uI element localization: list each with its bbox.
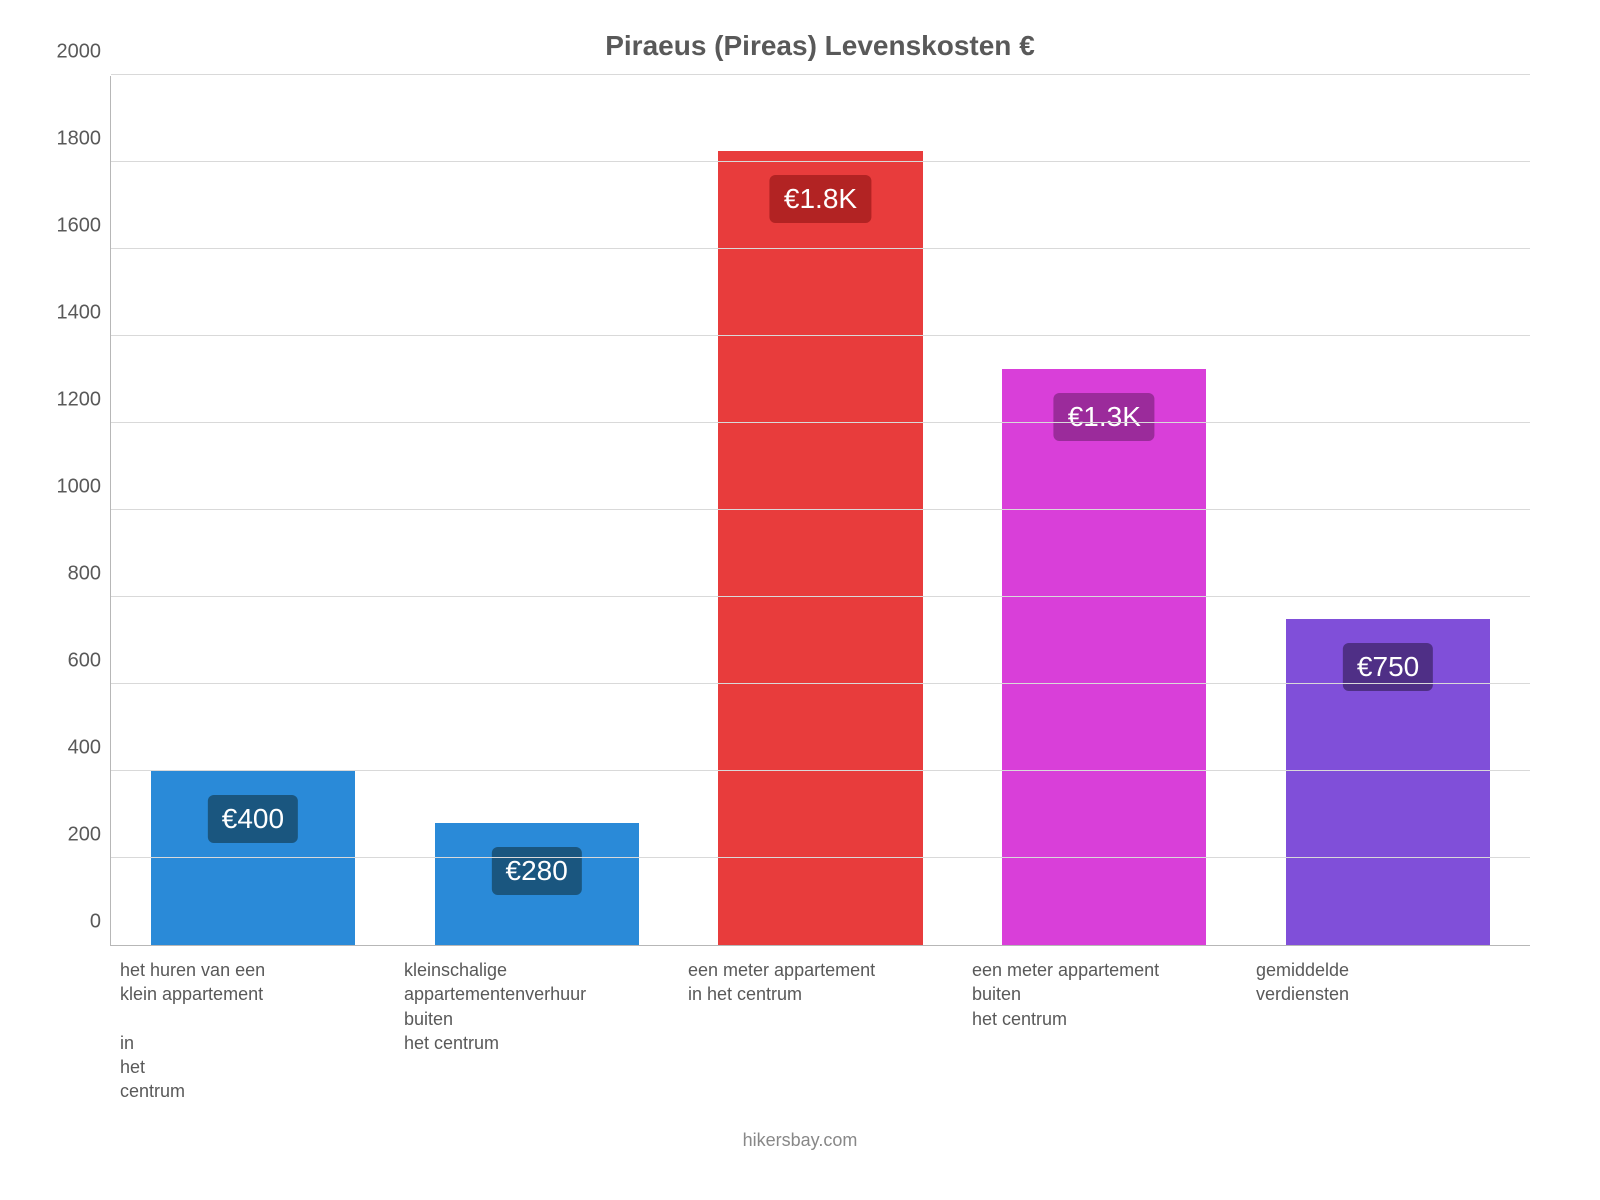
bar: €750 xyxy=(1286,619,1490,945)
x-axis-labels: het huren van eenklein appartement inhet… xyxy=(110,958,1530,1104)
x-label: kleinschaligeappartementenverhuurbuitenh… xyxy=(394,958,678,1055)
x-label: het huren van eenklein appartement inhet… xyxy=(110,958,394,1104)
y-tick-label: 200 xyxy=(68,824,101,847)
bar: €1.3K xyxy=(1002,369,1206,945)
gridline xyxy=(111,770,1530,771)
bar: €1.8K xyxy=(718,151,922,945)
value-badge: €1.3K xyxy=(1054,393,1155,441)
gridline xyxy=(111,248,1530,249)
y-tick-label: 1200 xyxy=(57,389,102,412)
bar: €400 xyxy=(151,771,355,945)
bar-slot: €750 xyxy=(1246,76,1530,945)
gridline xyxy=(111,857,1530,858)
value-badge: €400 xyxy=(208,795,298,843)
y-tick-label: 2000 xyxy=(57,41,102,64)
y-tick-label: 800 xyxy=(68,563,101,586)
gridline xyxy=(111,74,1530,75)
gridline xyxy=(111,596,1530,597)
gridline xyxy=(111,509,1530,510)
bar-slot: €1.3K xyxy=(962,76,1246,945)
bars-container: €400 €280 €1.8K €1.3K €750 xyxy=(111,76,1530,945)
gridline xyxy=(111,422,1530,423)
y-tick-label: 1400 xyxy=(57,302,102,325)
y-tick-label: 1800 xyxy=(57,128,102,151)
y-tick-label: 1000 xyxy=(57,476,102,499)
chart-title: Piraeus (Pireas) Levenskosten € xyxy=(80,30,1560,62)
bar-slot: €400 xyxy=(111,76,395,945)
gridline xyxy=(111,335,1530,336)
plot-area: €400€280€1.8K€1.3K€750 02004006008001000… xyxy=(110,76,1530,946)
bar-slot: €1.8K xyxy=(679,76,963,945)
cost-of-living-chart: Piraeus (Pireas) Levenskosten € €400 €280… xyxy=(0,0,1600,1200)
gridline xyxy=(111,683,1530,684)
chart-source: hikersbay.com xyxy=(40,1130,1560,1151)
y-tick-label: 400 xyxy=(68,737,101,760)
y-tick-label: 0 xyxy=(90,911,101,934)
y-tick-label: 600 xyxy=(68,650,101,673)
value-badge: €280 xyxy=(492,847,582,895)
bar: €280 xyxy=(435,823,639,945)
x-label: gemiddeldeverdiensten xyxy=(1246,958,1530,1007)
x-label: een meter appartementbuitenhet centrum xyxy=(962,958,1246,1031)
y-tick-label: 1600 xyxy=(57,215,102,238)
value-badge: €1.8K xyxy=(770,175,871,223)
gridline xyxy=(111,161,1530,162)
x-label: een meter appartementin het centrum xyxy=(678,958,962,1007)
bar-slot: €280 xyxy=(395,76,679,945)
